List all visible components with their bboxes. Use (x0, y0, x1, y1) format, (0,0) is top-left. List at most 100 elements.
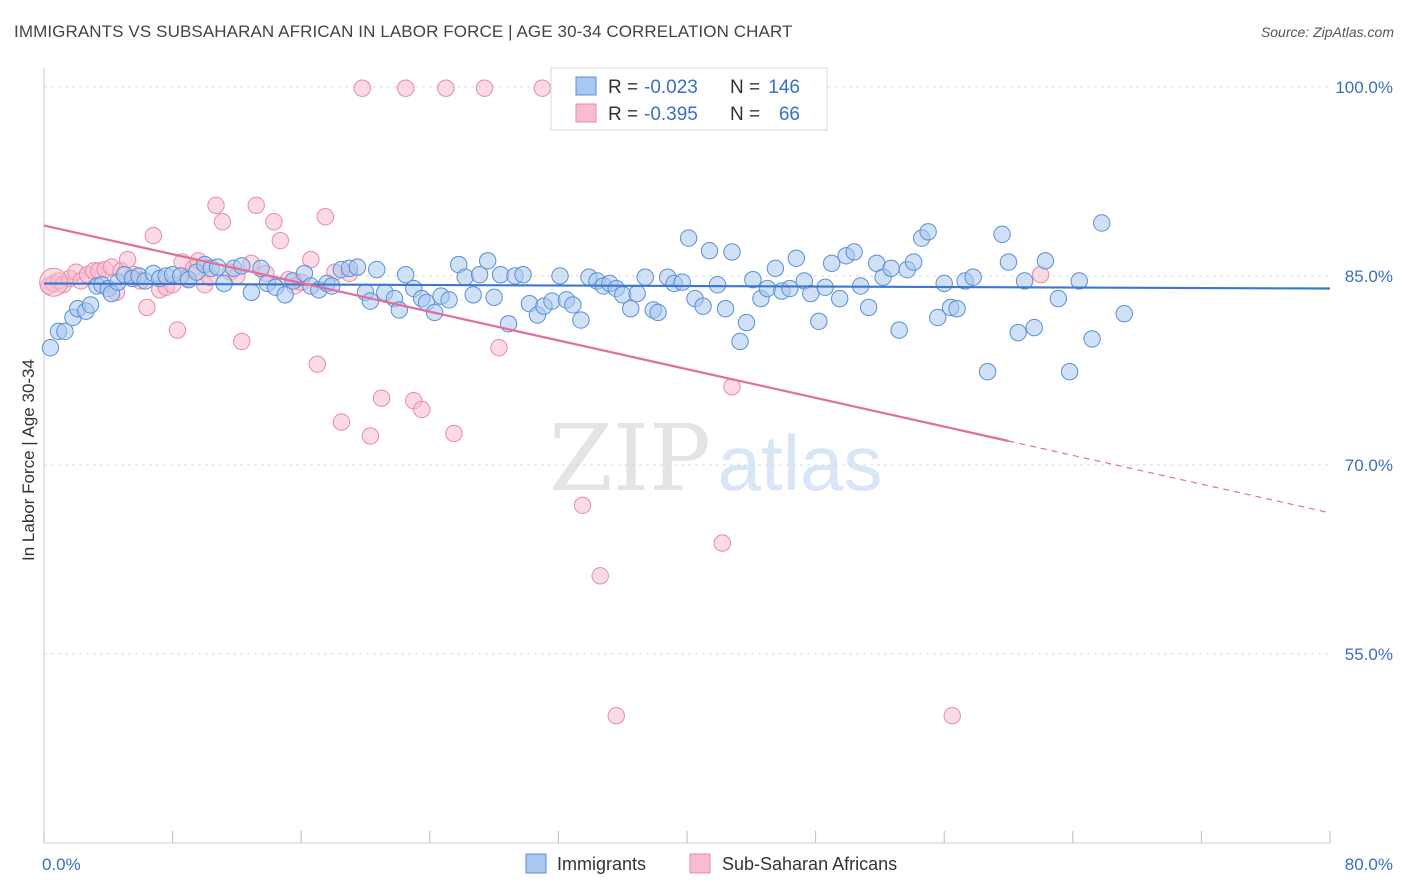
africans-point-29 (207, 196, 225, 215)
immigrants-point-125 (948, 299, 966, 318)
axes (43, 68, 1331, 844)
immigrants-point-123 (935, 274, 953, 293)
immigrants-point-139 (1093, 214, 1111, 232)
africans-point-59 (573, 496, 592, 514)
immigrants-point-129 (993, 225, 1011, 244)
immigrants-point-44 (361, 292, 380, 310)
immigrants-point-108 (822, 254, 841, 273)
africans-point-17 (138, 298, 156, 317)
immigrants-point-140 (1115, 305, 1133, 323)
immigrants-point-99 (758, 279, 777, 298)
africans-point-60 (591, 567, 609, 585)
africans-point-61 (607, 707, 625, 725)
watermark-atlas: atlas (718, 419, 883, 507)
africans-cluster-point (39, 267, 69, 297)
immigrants-point-97 (744, 271, 762, 289)
source-label: Source: ZipAtlas.com (1260, 24, 1394, 40)
immigrants-point-72 (564, 296, 582, 314)
africans-point-57 (490, 339, 508, 357)
africans-point-50 (372, 389, 391, 407)
immigrants-point-121 (919, 223, 937, 241)
y-tick-label-0: 55.0% (1345, 645, 1393, 664)
africans-trend-line (43, 224, 1009, 443)
legend-immigrants-n-label: N = (730, 77, 760, 98)
y-tick-label-3: 100.0% (1335, 78, 1393, 97)
immigrants-point-2 (56, 322, 74, 341)
legend-top-box (550, 67, 828, 131)
immigrants-point-105 (802, 284, 820, 303)
africans-point-44 (316, 207, 335, 226)
immigrants-point-90 (694, 297, 712, 315)
africans-point-35 (247, 196, 265, 215)
immigrants-point-45 (368, 260, 386, 279)
legend-bottom-africans-swatch (689, 853, 711, 874)
immigrants-point-81 (628, 284, 646, 303)
africans-point-22 (168, 321, 187, 339)
immigrants-point-128 (978, 362, 997, 381)
africans-point-53 (413, 400, 431, 419)
legend-immigrants-n-value: 146 (768, 77, 800, 98)
legend-bottom-africans-label: Sub-Saharan Africans (722, 854, 897, 874)
africans-point-33 (233, 332, 251, 351)
immigrants-trend-line (43, 282, 1331, 290)
immigrants-point-94 (723, 243, 741, 261)
legend-immigrants-r-value: -0.023 (644, 77, 698, 98)
trend-lines (43, 224, 1331, 514)
africans-point-18 (144, 226, 163, 245)
y-tick-label-1: 70.0% (1345, 456, 1393, 475)
africans-point-48 (353, 79, 371, 97)
immigrants-point-116 (882, 259, 900, 278)
series-immigrants-points (41, 214, 1133, 381)
immigrants-point-82 (636, 268, 654, 286)
immigrants-point-29 (242, 283, 261, 302)
immigrants-point-130 (999, 253, 1018, 271)
immigrants-point-62 (491, 265, 510, 284)
immigrants-point-80 (622, 299, 640, 318)
immigrants-point-73 (572, 311, 590, 329)
immigrants-point-33 (276, 286, 294, 304)
x-tick-label-1: 80.0% (1345, 855, 1393, 874)
immigrants-point-134 (1036, 252, 1055, 270)
africans-point-49 (361, 427, 380, 445)
immigrants-point-61 (485, 288, 503, 307)
legend-africans-r-value: -0.395 (644, 104, 698, 125)
legend-africans-swatch (575, 103, 597, 123)
africans-point-64 (943, 707, 961, 725)
africans-point-46 (332, 413, 351, 431)
immigrants-point-138 (1083, 330, 1101, 348)
africans-point-56 (475, 79, 494, 97)
africans-point-14 (118, 250, 137, 269)
immigrants-point-132 (1015, 272, 1034, 290)
legend-africans-r-label: R = (608, 104, 638, 125)
legend-bottom: Immigrants Sub-Saharan Africans (525, 853, 897, 874)
immigrants-point-88 (679, 229, 698, 247)
africans-point-54 (437, 79, 455, 97)
africans-point-51 (396, 79, 415, 97)
immigrants-point-84 (649, 303, 667, 322)
chart-title: IMMIGRANTS VS SUBSAHARAN AFRICAN IN LABO… (14, 22, 793, 41)
immigrants-point-25 (208, 258, 227, 276)
immigrants-point-103 (787, 249, 806, 267)
immigrants-point-135 (1049, 289, 1068, 308)
immigrants-point-117 (890, 321, 908, 339)
africans-point-62 (713, 534, 732, 552)
y-tick-label-2: 85.0% (1345, 267, 1393, 286)
legend-top: R = -0.023 N = 146 R = -0.395 N = 66 (550, 67, 828, 131)
immigrants-point-133 (1025, 318, 1043, 337)
immigrants-point-91 (700, 242, 719, 260)
immigrants-point-111 (845, 243, 863, 261)
immigrants-point-55 (440, 291, 458, 309)
immigrants-point-131 (1009, 323, 1027, 342)
x-tick-label-0: 0.0% (42, 855, 81, 874)
y-axis-label: In Labor Force | Age 30-34 (19, 359, 38, 561)
legend-bottom-immigrants-swatch (525, 853, 547, 874)
legend-africans-n-value: 66 (779, 104, 800, 125)
immigrants-point-59 (470, 265, 489, 284)
series-africans-points (39, 79, 1050, 725)
immigrants-point-0 (41, 339, 60, 357)
legend-bottom-immigrants-label: Immigrants (557, 854, 646, 874)
immigrants-point-57 (456, 268, 474, 286)
africans-point-55 (445, 424, 463, 443)
legend-immigrants-r-label: R = (608, 77, 638, 98)
